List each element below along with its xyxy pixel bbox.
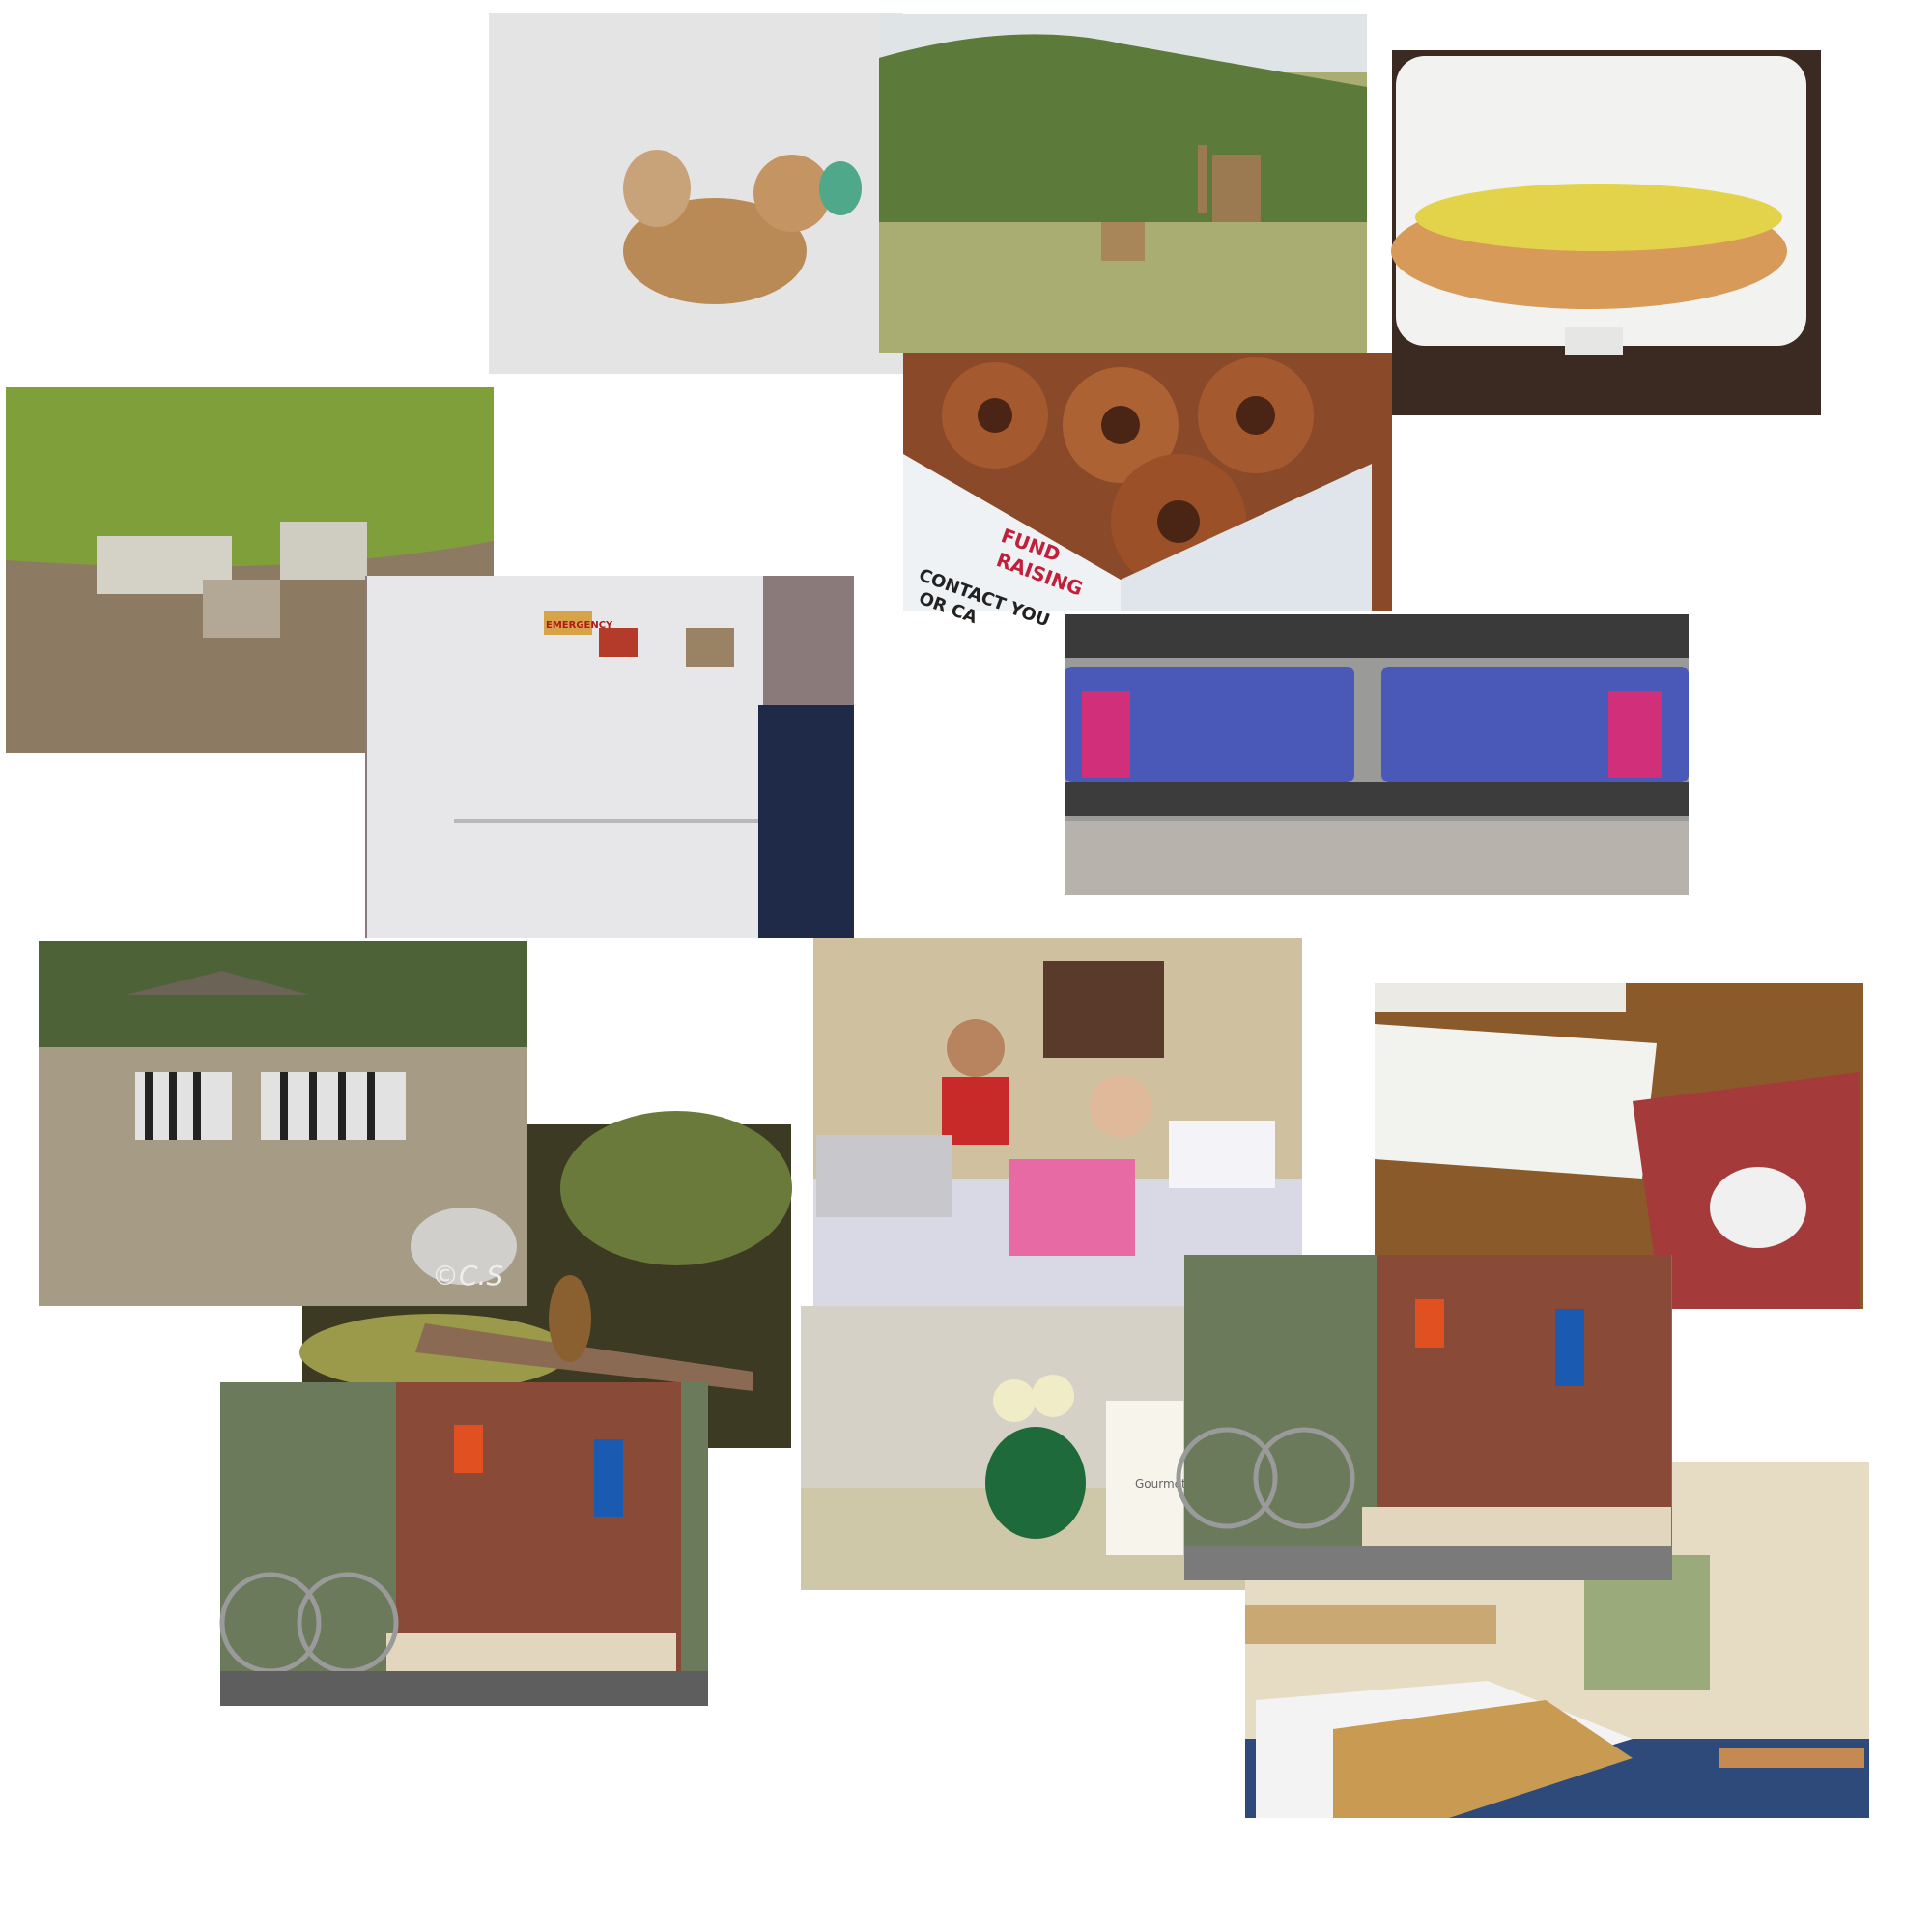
photo-corgi xyxy=(489,13,903,374)
photo-keyboard xyxy=(1375,983,1863,1309)
magnet-text: EMERGENCY xyxy=(546,620,613,631)
card-text: Gourmet C xyxy=(1135,1477,1198,1491)
photo-zebras-hill xyxy=(6,387,494,753)
watermark: ©C.S xyxy=(432,1260,503,1292)
photo-giraffes xyxy=(879,14,1367,353)
photo-fridge: EMERGENCY xyxy=(365,576,854,938)
photo-train xyxy=(1065,614,1689,895)
photo-bike-cat-2 xyxy=(1176,1255,1672,1580)
photo-hotdog xyxy=(1391,50,1821,415)
photo-zebras-zoo: ©C.S xyxy=(39,941,527,1306)
photo-bike-cat-1 xyxy=(219,1382,708,1706)
photo-kids-bed xyxy=(813,938,1302,1306)
photo-donuts: FUND RAISING CONTACT YOU OR CA xyxy=(903,353,1392,631)
